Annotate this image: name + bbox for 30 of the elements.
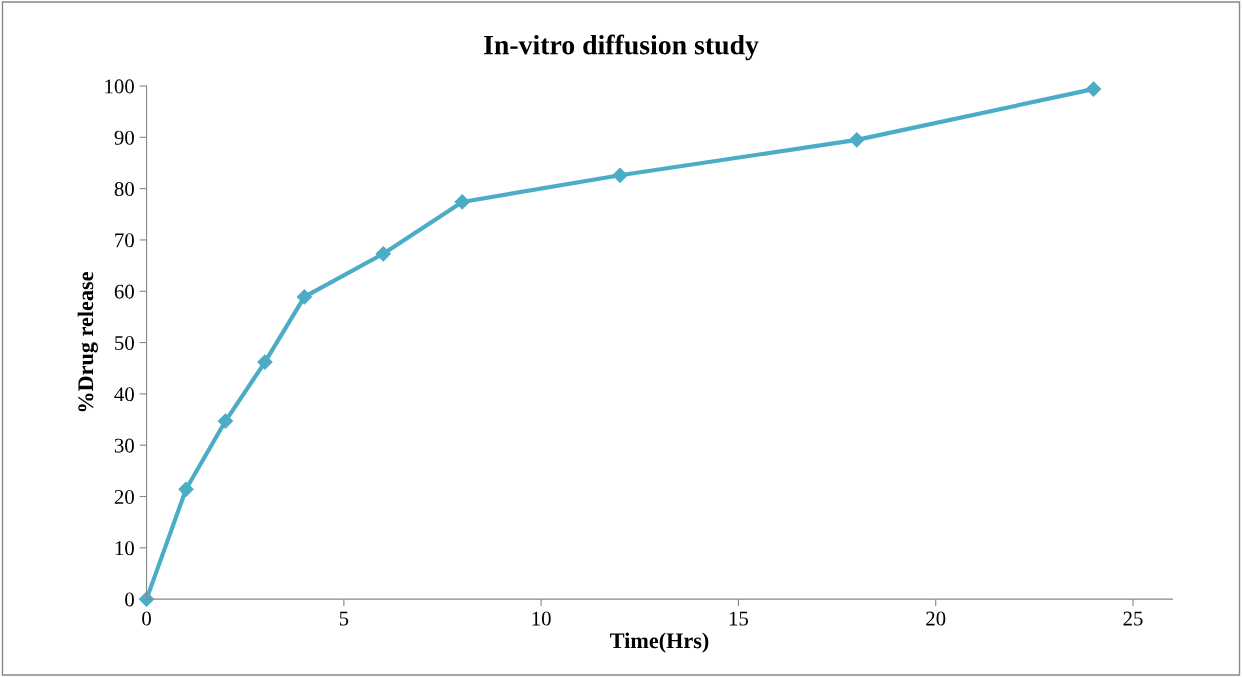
x-tick-label: 15 — [729, 611, 749, 626]
x-tick-label: 0 — [142, 611, 151, 626]
y-tick-label: 60 — [114, 284, 134, 299]
y-tick-label: 100 — [105, 79, 134, 94]
y-tick-label: 50 — [115, 335, 134, 350]
point — [454, 194, 470, 210]
y-tick-label: 10 — [115, 541, 134, 556]
point — [178, 481, 194, 497]
point — [296, 289, 312, 305]
y-tick-label: 20 — [114, 489, 134, 504]
y-tick-label: 90 — [114, 130, 134, 145]
chart-title: In-vitro diffusion study — [484, 34, 759, 61]
point — [217, 413, 234, 429]
x-tick-label: 25 — [1123, 611, 1143, 626]
y-tick-label: 70 — [115, 233, 134, 248]
y-tick-label: 0 — [125, 592, 134, 607]
point — [612, 167, 628, 183]
x-tick-label: 20 — [926, 611, 946, 626]
point — [1085, 81, 1102, 97]
point — [257, 354, 273, 370]
y-axis-title: %Drug release — [77, 272, 98, 412]
point — [849, 132, 865, 148]
x-tick-label: 10 — [532, 611, 551, 626]
x-axis-title: Time(Hrs) — [610, 632, 709, 653]
y-tick-label: 80 — [114, 181, 134, 197]
y-tick-label: 40 — [114, 387, 134, 402]
y-tick-label: 30 — [114, 438, 134, 453]
x-tick-label: 5 — [339, 611, 349, 626]
point — [138, 591, 155, 607]
point — [375, 246, 391, 262]
